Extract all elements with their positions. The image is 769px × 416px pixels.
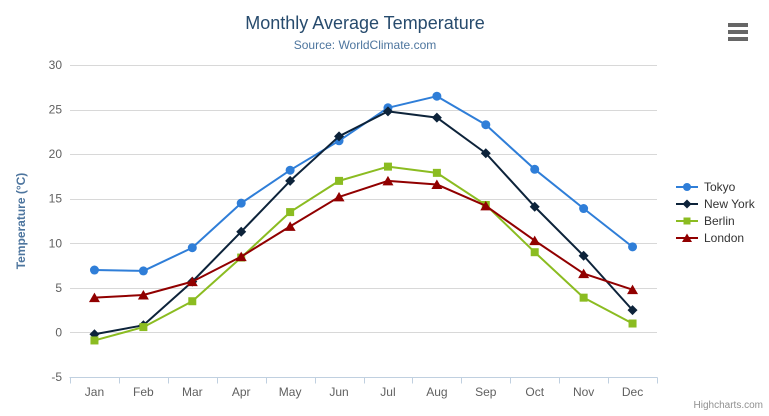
chart-title: Monthly Average Temperature <box>245 13 485 33</box>
x-tick-label: Mar <box>182 385 203 399</box>
y-tick-label: 20 <box>49 147 63 161</box>
x-tick-label: Feb <box>133 385 154 399</box>
x-tick-label: Nov <box>573 385 594 399</box>
legend-label: Tokyo <box>704 179 736 194</box>
data-point-new-york-Dec[interactable] <box>627 305 638 316</box>
data-point-berlin-Nov[interactable] <box>579 293 588 302</box>
data-point-tokyo-Feb[interactable] <box>138 266 148 276</box>
data-point-berlin-May[interactable] <box>286 208 295 217</box>
y-tick-label: 0 <box>55 325 62 339</box>
y-axis-title: Temperature (°C) <box>14 172 28 270</box>
chart-subtitle: Source: WorldClimate.com <box>293 38 437 52</box>
legend-label: New York <box>704 196 755 211</box>
x-tick-label: Oct <box>525 385 544 399</box>
data-point-london-Dec[interactable] <box>627 284 639 295</box>
data-point-london-Jan[interactable] <box>88 292 100 303</box>
data-point-new-york-Oct[interactable] <box>529 201 540 212</box>
data-point-berlin-Oct[interactable] <box>530 248 539 257</box>
data-point-berlin-Jul[interactable] <box>383 162 392 171</box>
data-point-berlin-Jun[interactable] <box>335 176 344 185</box>
series-line-london <box>93 179 634 299</box>
x-tick-label: Jun <box>329 385 348 399</box>
data-point-berlin-Feb[interactable] <box>139 323 148 332</box>
data-point-berlin-Mar[interactable] <box>188 297 197 306</box>
data-point-london-Oct[interactable] <box>529 235 541 246</box>
data-point-london-Apr[interactable] <box>235 251 247 262</box>
series-line-berlin <box>93 165 634 342</box>
x-tick-label: Apr <box>232 385 251 399</box>
square-marker-icon <box>676 217 698 224</box>
y-tick-label: 15 <box>49 192 63 206</box>
x-tick-label: Jul <box>380 385 395 399</box>
triangle-marker-icon <box>676 233 698 242</box>
data-point-london-May[interactable] <box>284 221 296 231</box>
y-tick-label: 5 <box>55 281 62 295</box>
data-point-london-Sep[interactable] <box>480 200 492 211</box>
diamond-marker-icon <box>676 199 698 208</box>
data-point-new-york-Nov[interactable] <box>578 250 589 261</box>
data-point-berlin-Jan[interactable] <box>90 336 99 345</box>
data-point-london-Mar[interactable] <box>186 276 198 287</box>
legend: Tokyo New York Berlin London <box>675 178 755 246</box>
credits-link[interactable]: Highcharts.com <box>693 400 763 411</box>
data-point-berlin-Dec[interactable] <box>628 319 637 328</box>
hamburger-bar <box>728 30 748 34</box>
data-point-tokyo-Sep[interactable] <box>481 120 491 130</box>
hamburger-bar <box>728 23 748 27</box>
y-tick-label: 10 <box>49 236 63 250</box>
x-tick-label: Sep <box>475 385 497 399</box>
hamburger-bar <box>728 37 748 41</box>
data-point-london-Aug[interactable] <box>431 179 443 189</box>
hamburger-menu-icon[interactable] <box>726 21 750 43</box>
data-point-new-york-Jul[interactable] <box>382 106 393 117</box>
y-tick-label: -5 <box>51 370 62 384</box>
data-point-tokyo-Nov[interactable] <box>579 204 589 214</box>
x-tick-label: Dec <box>622 385 643 399</box>
data-point-berlin-Aug[interactable] <box>432 168 441 177</box>
y-tick-label: 25 <box>49 103 63 117</box>
data-point-tokyo-Jan[interactable] <box>89 265 99 275</box>
data-point-new-york-Sep[interactable] <box>480 148 491 159</box>
legend-item-new-york[interactable]: New York <box>675 195 755 212</box>
circle-marker-icon <box>676 182 698 191</box>
data-point-new-york-May[interactable] <box>285 175 296 186</box>
x-tick-label: Jan <box>85 385 104 399</box>
data-point-tokyo-Apr[interactable] <box>236 198 246 208</box>
legend-item-tokyo[interactable]: Tokyo <box>675 178 755 195</box>
series-line-tokyo <box>93 95 634 272</box>
data-point-new-york-Apr[interactable] <box>236 226 247 237</box>
data-point-new-york-Jun[interactable] <box>334 131 345 142</box>
data-point-tokyo-Aug[interactable] <box>432 91 442 101</box>
data-point-tokyo-Oct[interactable] <box>530 164 540 174</box>
data-point-london-Jun[interactable] <box>333 191 345 202</box>
data-point-tokyo-May[interactable] <box>285 165 295 175</box>
x-tick-label: Aug <box>426 385 447 399</box>
data-point-new-york-Aug[interactable] <box>431 112 442 123</box>
legend-item-berlin[interactable]: Berlin <box>675 212 755 229</box>
series-line-new-york <box>93 110 634 336</box>
y-tick-label: 30 <box>49 58 63 72</box>
data-point-london-Jul[interactable] <box>382 175 394 186</box>
x-tick-label: May <box>279 385 302 399</box>
data-point-london-Feb[interactable] <box>137 289 149 300</box>
legend-label: Berlin <box>704 213 735 228</box>
data-point-london-Nov[interactable] <box>578 268 590 279</box>
data-point-tokyo-Dec[interactable] <box>628 242 638 252</box>
data-point-tokyo-Mar[interactable] <box>187 243 197 253</box>
legend-label: London <box>704 230 745 245</box>
legend-item-london[interactable]: London <box>675 229 755 246</box>
